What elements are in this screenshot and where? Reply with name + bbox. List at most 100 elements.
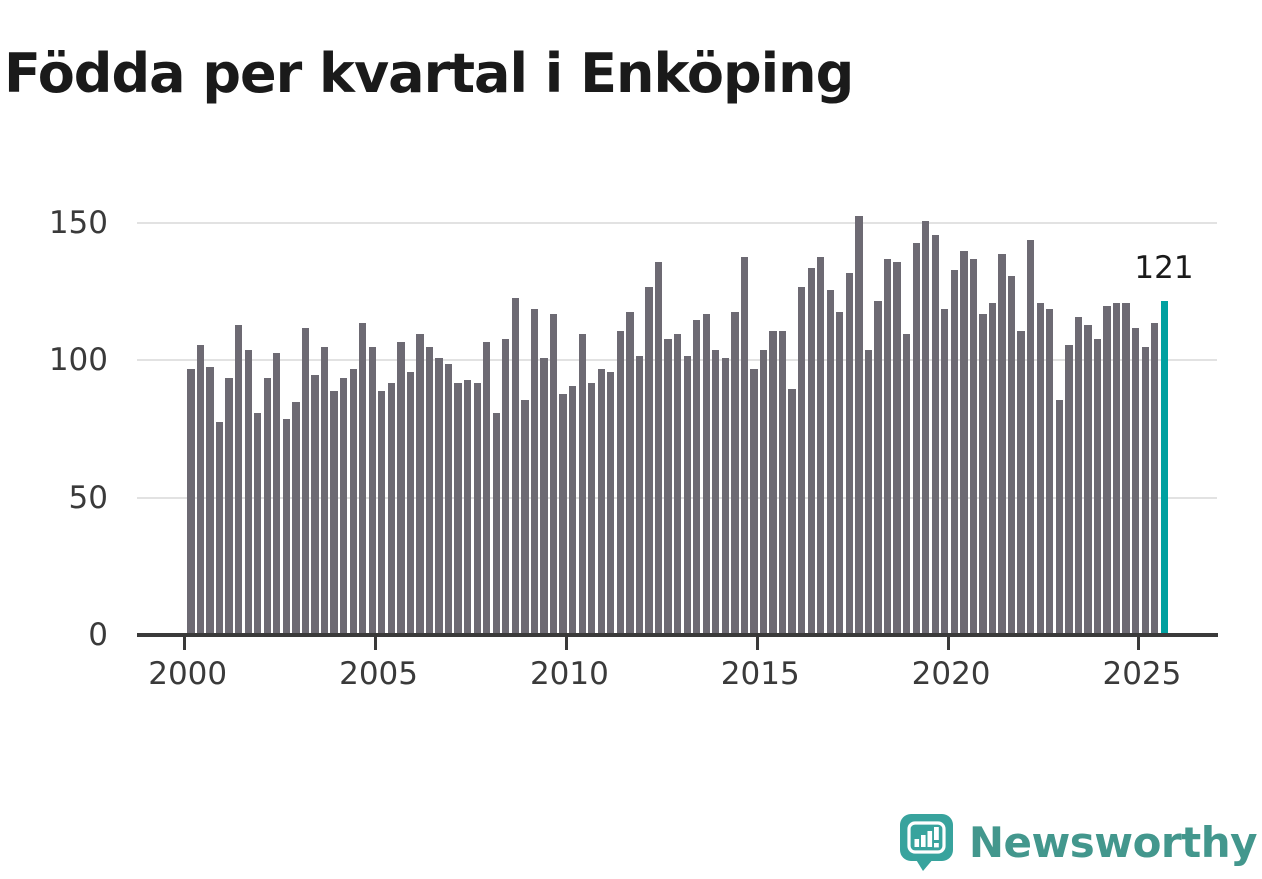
x-tick-mark bbox=[1137, 637, 1141, 650]
bar bbox=[893, 262, 901, 633]
bar bbox=[397, 341, 405, 633]
bar bbox=[416, 333, 424, 633]
bar bbox=[502, 339, 510, 633]
bar bbox=[798, 286, 806, 633]
bar bbox=[607, 372, 615, 633]
bar bbox=[788, 388, 796, 633]
bar bbox=[301, 328, 310, 633]
bar bbox=[483, 341, 491, 633]
bar bbox=[635, 355, 644, 633]
bar bbox=[988, 303, 997, 633]
bar bbox=[521, 399, 529, 633]
x-axis-line bbox=[137, 633, 1218, 637]
bar bbox=[826, 289, 834, 633]
newsworthy-logo: Newsworthy bbox=[899, 814, 1258, 871]
bar bbox=[912, 242, 920, 633]
newsworthy-logo-text: Newsworthy bbox=[968, 818, 1258, 867]
bar bbox=[225, 377, 233, 633]
bar bbox=[1122, 303, 1130, 633]
bar bbox=[273, 352, 281, 633]
bar bbox=[721, 358, 729, 633]
bar bbox=[292, 402, 300, 633]
bar bbox=[387, 383, 395, 633]
bar bbox=[320, 347, 329, 633]
bar bbox=[530, 308, 539, 633]
bar bbox=[874, 300, 882, 633]
bar bbox=[750, 369, 758, 633]
bar bbox=[244, 350, 252, 633]
bar-highlighted bbox=[1160, 300, 1168, 633]
bar bbox=[817, 256, 825, 633]
bar bbox=[368, 347, 376, 633]
bar bbox=[1084, 325, 1092, 633]
bar bbox=[235, 325, 243, 633]
bar bbox=[349, 369, 357, 633]
bar bbox=[588, 383, 596, 633]
bar bbox=[1017, 330, 1025, 633]
bar bbox=[673, 333, 682, 633]
x-tick-label: 2000 bbox=[148, 656, 228, 692]
x-tick-label: 2015 bbox=[720, 656, 800, 692]
bar bbox=[330, 391, 338, 633]
bar bbox=[1055, 399, 1063, 633]
bar bbox=[425, 347, 434, 633]
x-tick-label: 2020 bbox=[911, 656, 991, 692]
bar bbox=[215, 421, 224, 633]
x-tick-mark bbox=[183, 637, 187, 650]
bar bbox=[922, 220, 930, 633]
x-tick-mark bbox=[946, 637, 950, 650]
bar bbox=[406, 372, 415, 633]
bar bbox=[664, 339, 672, 633]
bar bbox=[683, 355, 691, 633]
bar bbox=[950, 270, 958, 633]
bar bbox=[778, 330, 787, 633]
y-tick-label: 150 bbox=[48, 204, 108, 241]
bar bbox=[836, 311, 844, 633]
y-tick-label: 50 bbox=[68, 479, 108, 516]
bar bbox=[1007, 275, 1016, 633]
x-tick-label: 2025 bbox=[1102, 656, 1182, 692]
y-tick-label: 0 bbox=[88, 617, 108, 653]
bar bbox=[597, 369, 605, 633]
bar bbox=[998, 253, 1006, 633]
bar bbox=[1074, 317, 1083, 633]
bar bbox=[855, 215, 863, 633]
bar bbox=[454, 383, 462, 633]
bar bbox=[444, 363, 453, 633]
bar bbox=[740, 256, 749, 633]
bar bbox=[263, 377, 271, 633]
bar bbox=[473, 383, 481, 633]
bar bbox=[626, 311, 634, 633]
bar bbox=[616, 330, 624, 633]
bar bbox=[1151, 322, 1159, 633]
x-tick-mark bbox=[374, 637, 378, 650]
bar bbox=[540, 358, 548, 633]
x-tick-mark bbox=[755, 637, 759, 650]
x-tick-mark bbox=[564, 637, 568, 650]
bar bbox=[883, 259, 892, 633]
bar bbox=[464, 380, 472, 633]
bar bbox=[196, 344, 205, 633]
bar bbox=[206, 366, 214, 633]
bar bbox=[1141, 347, 1149, 633]
bar bbox=[1112, 303, 1121, 633]
bar bbox=[693, 319, 701, 633]
x-tick-label: 2005 bbox=[339, 656, 418, 692]
bar bbox=[1103, 306, 1111, 633]
bar bbox=[769, 330, 777, 633]
bar bbox=[645, 286, 653, 633]
bar bbox=[492, 413, 500, 633]
bar bbox=[569, 385, 577, 633]
bar bbox=[712, 350, 720, 633]
bar bbox=[731, 311, 739, 633]
bar bbox=[254, 413, 262, 633]
bar bbox=[1027, 240, 1035, 633]
bar bbox=[187, 369, 195, 633]
bar bbox=[311, 374, 319, 633]
bar bbox=[1046, 308, 1054, 633]
bar bbox=[282, 418, 291, 633]
bar bbox=[339, 377, 348, 633]
chart-title: Födda per kvartal i Enköping bbox=[4, 42, 854, 106]
bar bbox=[359, 322, 367, 633]
